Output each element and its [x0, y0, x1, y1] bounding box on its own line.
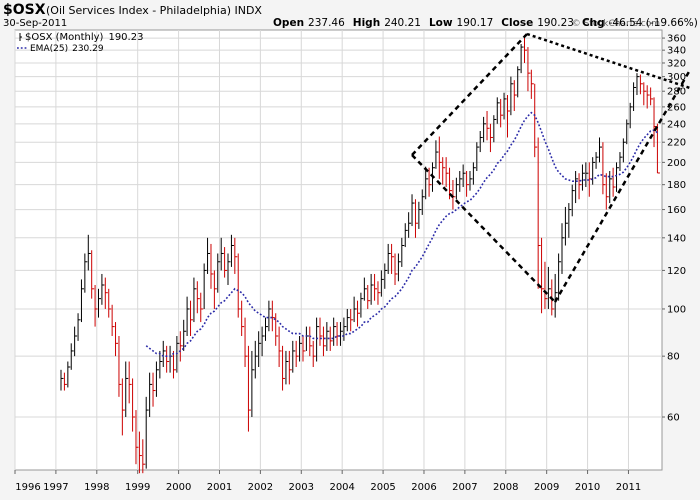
y-tick-label: 280	[667, 87, 686, 98]
y-tick-label: 160	[667, 205, 686, 216]
chart-title: $OSX	[3, 2, 46, 18]
ema	[145, 111, 658, 357]
stat-label: Open	[273, 17, 304, 29]
trend-line	[411, 154, 556, 303]
credit: © StockCharts.com	[572, 19, 660, 29]
y-tick-label: 220	[667, 138, 686, 149]
chart-subtitle: (Oil Services Index - Philadelphia) INDX	[46, 4, 262, 17]
trend-lines	[411, 32, 692, 303]
stat-label: High	[353, 17, 380, 29]
y-tick-label: 360	[667, 34, 686, 45]
stat-value: 190.23	[537, 17, 574, 29]
y-tick-label: 140	[667, 233, 686, 244]
stat-value: 190.17	[457, 17, 494, 29]
x-tick-label: 2011	[616, 482, 641, 493]
header-stats: Open 237.46 High 240.21 Low 190.17 Close 190.23…	[273, 17, 698, 29]
x-tick-label: 2006	[411, 482, 436, 493]
plot-area	[14, 29, 663, 471]
x-tick-label: 2000	[166, 482, 191, 493]
y-tick-label: 340	[667, 46, 686, 57]
x-tick-label: 1998	[84, 482, 109, 493]
x-tick-label: 2007	[452, 482, 477, 493]
x-tick-label: 2001	[207, 482, 232, 493]
y-tick-label: 80	[667, 352, 680, 363]
x-tick-label: 2005	[370, 482, 395, 493]
bars	[60, 35, 660, 474]
legend-value: 230.29	[72, 44, 104, 54]
y-tick-label: 180	[667, 180, 686, 191]
y-tick-label: 300	[667, 72, 686, 83]
x-tick-label: 2008	[493, 482, 518, 493]
x-tick-label: 1996	[15, 482, 40, 493]
y-tick-label: 240	[667, 119, 686, 130]
legend-label: EMA(25)	[30, 44, 68, 54]
legend: $OSX (Monthly) 190.23 EMA(25) 230.29	[17, 32, 143, 54]
legend-value: 190.23	[108, 32, 143, 43]
x-tick-label: 2004	[329, 482, 354, 493]
x-tick-label: 1997	[43, 482, 68, 493]
trend-line	[526, 32, 691, 90]
trend-line	[411, 33, 528, 156]
x-tick-label: 2009	[534, 482, 559, 493]
y-tick-label: 260	[667, 102, 686, 113]
y-tick-label: 100	[667, 304, 686, 315]
y-tick-label: 120	[667, 266, 686, 277]
x-tick-label: 2002	[248, 482, 273, 493]
x-tick-label: 2003	[289, 482, 314, 493]
y-tick-label: 320	[667, 58, 686, 69]
legend-label: $OSX (Monthly)	[25, 32, 104, 43]
stat-value: 237.46	[308, 17, 345, 29]
stat-label: Chg	[582, 17, 605, 29]
stat-label: Close	[501, 17, 533, 29]
x-tick-label: 1999	[125, 482, 150, 493]
stat-label: Low	[429, 17, 453, 29]
y-tick-label: 60	[667, 413, 680, 424]
y-tick-label: 200	[667, 158, 686, 169]
ema-line	[145, 111, 658, 357]
x-tick-label: 2010	[575, 482, 600, 493]
stat-value: -46.54 (-19.66%)	[609, 17, 698, 29]
chart-date: 30-Sep-2011	[3, 18, 67, 29]
grid: 60 80 100 120 140 160 180 200 220 240 260 280 300 320…	[14, 30, 686, 493]
stat-value: 240.21	[384, 17, 421, 29]
